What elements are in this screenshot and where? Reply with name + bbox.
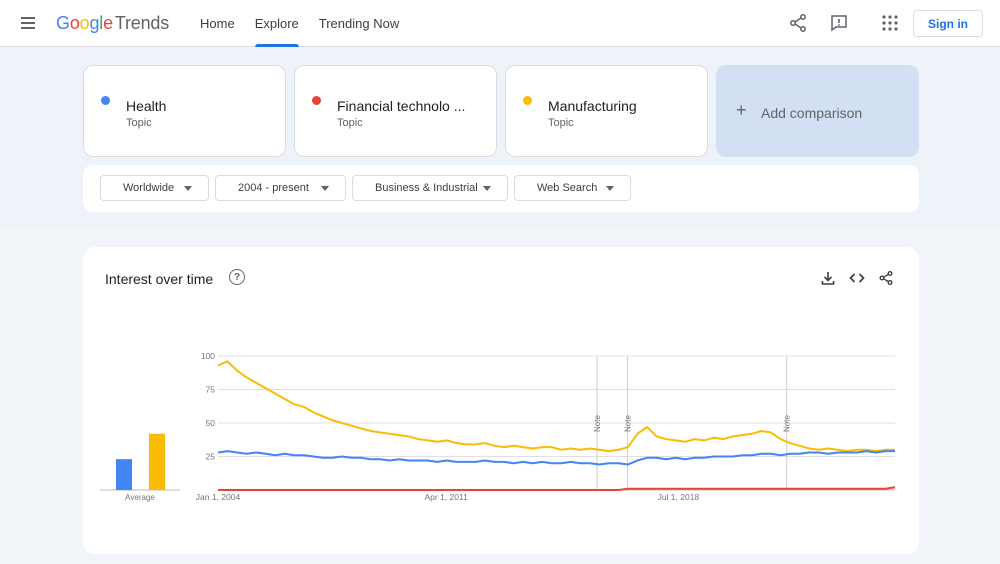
series-line-financial-technology: [218, 486, 896, 491]
caret-down-icon: [321, 186, 329, 191]
help-icon[interactable]: ?: [229, 269, 245, 285]
caret-down-icon: [483, 186, 491, 191]
location-filter[interactable]: Worldwide: [100, 175, 209, 201]
logo-letter: g: [89, 13, 100, 33]
series-color-dot: [101, 96, 110, 105]
series-color-dot: [312, 96, 321, 105]
x-tick-label: Apr 1, 2011: [424, 492, 468, 502]
search-type-filter[interactable]: Web Search: [514, 175, 631, 201]
interest-over-time-chart: 100 75 50 25 Jan 1, 2004 Apr 1, 2011 Jul 1, 20…: [100, 351, 896, 502]
y-tick-label: 75: [206, 385, 216, 395]
comparison-type: Topic: [337, 117, 363, 129]
x-tick-label: Jan 1, 2004: [196, 492, 241, 502]
comparison-type: Topic: [548, 117, 574, 129]
tab-trending-now[interactable]: Trending Now: [318, 16, 400, 31]
feedback-icon[interactable]: [829, 13, 849, 33]
sign-in-button[interactable]: Sign in: [913, 10, 983, 37]
note-label: Note: [783, 415, 792, 432]
note-label: Note: [593, 415, 602, 432]
series-color-dot: [523, 96, 532, 105]
panel-title: Interest over time: [105, 271, 214, 287]
add-comparison-label: Add comparison: [761, 105, 863, 121]
interest-over-time-panel: Interest over time ? 100 75 50 25 Jan 1, 200…: [83, 247, 919, 554]
category-filter[interactable]: Business & Industrial: [352, 175, 508, 201]
filter-label: 2004 - present: [238, 182, 309, 194]
menu-icon[interactable]: [18, 14, 38, 34]
note-label: Note: [624, 415, 633, 432]
comparison-cards: Health Topic Financial technolo ... Topi…: [83, 65, 919, 157]
logo-letter: G: [56, 13, 70, 33]
share-icon[interactable]: [878, 270, 894, 286]
logo-letter: e: [103, 13, 113, 33]
filter-label: Business & Industrial: [375, 182, 478, 194]
comparison-card-manufacturing[interactable]: Manufacturing Topic: [505, 65, 708, 157]
share-icon[interactable]: [788, 13, 808, 33]
download-icon[interactable]: [820, 270, 836, 286]
top-app-bar: Google Trends Home Explore Trending Now S…: [0, 0, 1000, 47]
filter-label: Worldwide: [123, 182, 175, 194]
y-tick-label: 100: [201, 351, 215, 361]
tab-explore[interactable]: Explore: [245, 0, 309, 47]
average-label: Average: [125, 493, 155, 502]
average-bar-manufacturing: [149, 433, 165, 490]
logo-trends-text: Trends: [114, 13, 170, 33]
series-line-health: [217, 450, 895, 466]
comparison-term: Manufacturing: [548, 98, 637, 114]
tab-home[interactable]: Home: [200, 16, 235, 31]
filter-bar: Worldwide 2004 - present Business & Indu…: [83, 165, 919, 212]
logo-letter: o: [69, 13, 80, 33]
logo-letter: o: [79, 13, 90, 33]
comparison-card-health[interactable]: Health Topic: [83, 65, 286, 157]
x-tick-label: Jul 1, 2018: [658, 492, 700, 502]
comparison-card-financial-technology[interactable]: Financial technolo ... Topic: [294, 65, 497, 157]
comparison-term: Financial technolo ...: [337, 98, 466, 114]
y-tick-label: 50: [206, 418, 216, 428]
comparison-term: Health: [126, 98, 167, 114]
apps-icon[interactable]: [880, 13, 900, 33]
y-tick-label: 25: [206, 452, 216, 462]
series-line-manufacturing: [217, 360, 895, 453]
embed-icon[interactable]: [849, 270, 865, 286]
main-nav: Home Explore Trending Now: [190, 0, 409, 47]
time-range-filter[interactable]: 2004 - present: [215, 175, 346, 201]
caret-down-icon: [184, 186, 192, 191]
plus-icon: +: [736, 100, 747, 120]
average-bar-health: [116, 459, 132, 490]
caret-down-icon: [606, 186, 614, 191]
add-comparison-button[interactable]: + Add comparison: [716, 65, 919, 157]
filter-label: Web Search: [537, 182, 598, 194]
logo-letter: l: [99, 13, 104, 33]
comparison-type: Topic: [126, 117, 152, 129]
google-trends-logo[interactable]: Google Trends: [56, 13, 169, 34]
